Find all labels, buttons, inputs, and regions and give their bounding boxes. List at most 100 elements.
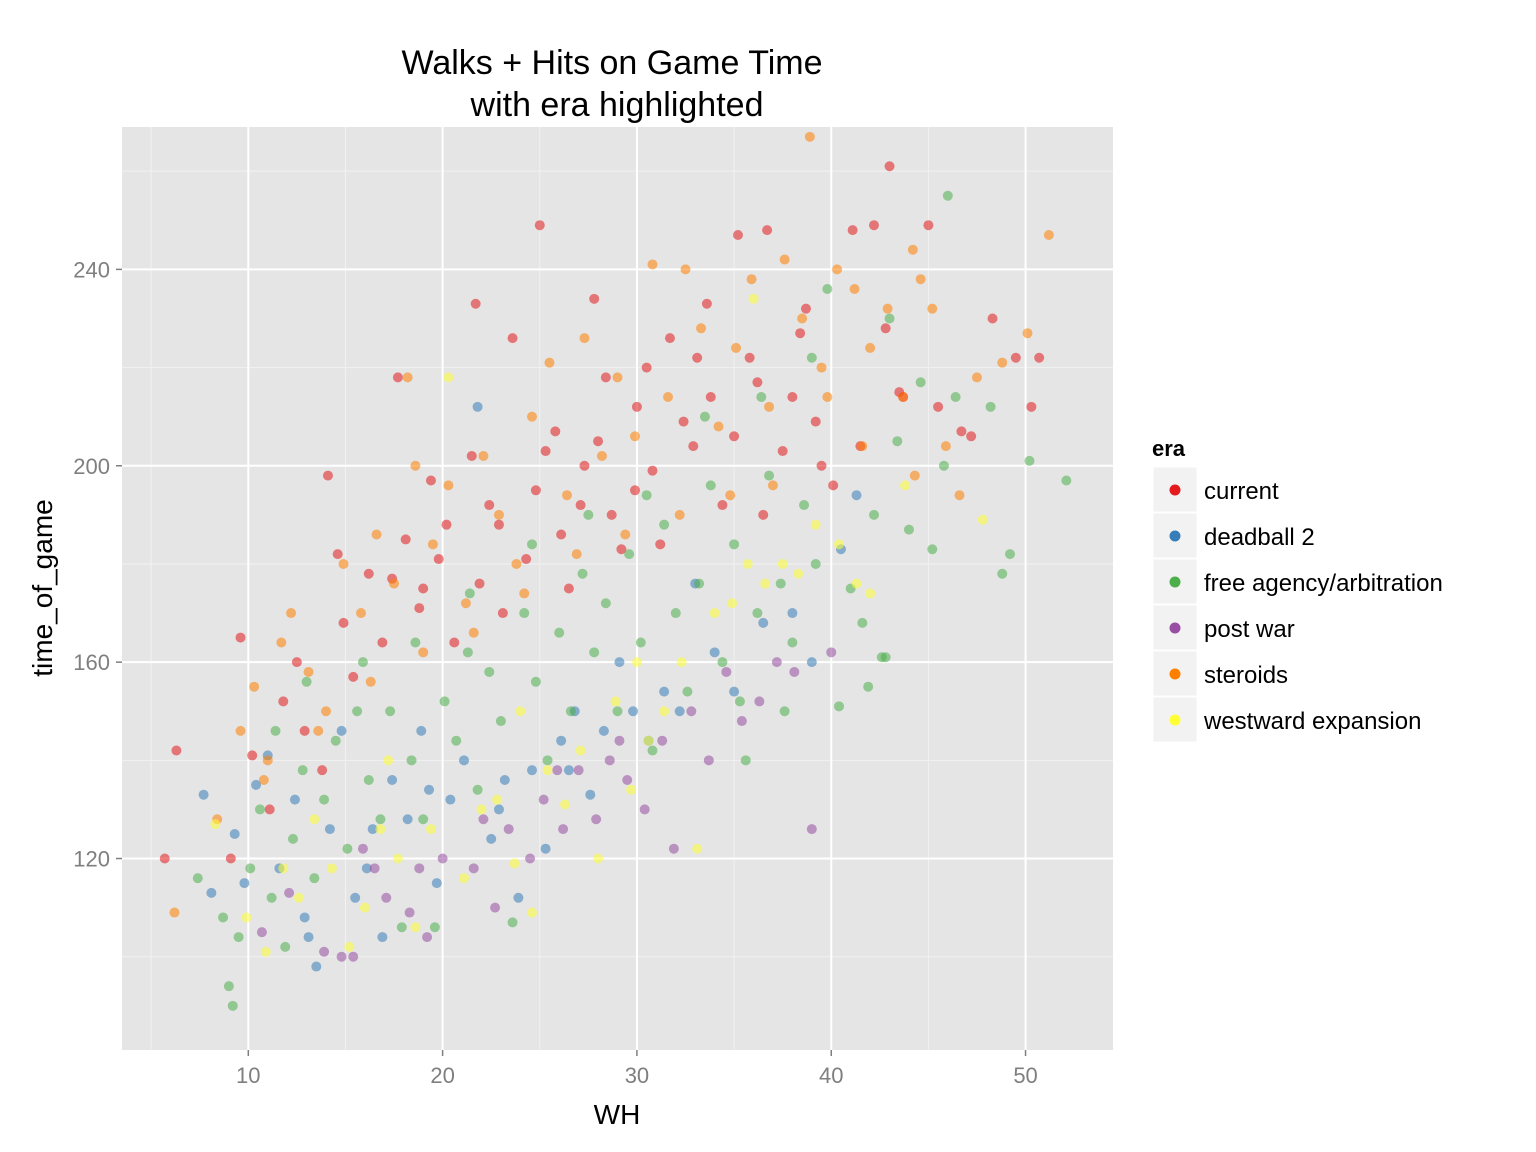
data-point	[363, 568, 374, 579]
data-point	[192, 873, 203, 884]
data-point	[882, 303, 893, 314]
data-point	[527, 765, 538, 776]
legend-item: steroids	[1152, 650, 1288, 697]
legend-label: steroids	[1204, 662, 1288, 689]
data-point	[676, 657, 687, 668]
data-point	[795, 328, 806, 339]
data-point	[367, 824, 378, 835]
data-point	[744, 352, 755, 363]
data-point	[402, 814, 413, 825]
data-point	[443, 480, 454, 491]
data-point	[321, 706, 332, 717]
data-point	[458, 873, 469, 884]
data-point	[591, 814, 602, 825]
legend-key-dot	[1169, 576, 1181, 588]
data-point	[342, 843, 353, 854]
data-point	[560, 799, 571, 810]
data-point	[629, 431, 640, 442]
data-point	[542, 765, 553, 776]
data-point	[338, 558, 349, 569]
data-point	[297, 765, 308, 776]
data-point	[571, 549, 582, 560]
data-point	[1005, 549, 1016, 560]
data-point	[303, 932, 314, 943]
data-point	[579, 333, 590, 344]
data-point	[260, 946, 271, 957]
data-point	[659, 706, 670, 717]
data-point	[270, 725, 281, 736]
data-point	[507, 917, 518, 928]
data-point	[585, 789, 596, 800]
data-point	[425, 824, 436, 835]
data-point	[392, 853, 403, 864]
data-point	[713, 421, 724, 432]
data-point	[758, 617, 769, 628]
data-point	[938, 460, 949, 471]
data-point	[789, 666, 800, 677]
data-point	[357, 657, 368, 668]
data-point	[680, 264, 691, 275]
data-point	[256, 927, 267, 938]
data-point	[348, 671, 359, 682]
data-point	[472, 784, 483, 795]
data-point	[525, 853, 536, 864]
data-point	[264, 804, 275, 815]
data-point	[731, 342, 742, 353]
data-point	[810, 558, 821, 569]
data-point	[787, 637, 798, 648]
data-point	[287, 833, 298, 844]
data-point	[492, 794, 503, 805]
data-point	[1034, 352, 1045, 363]
legend-item: deadball 2	[1152, 512, 1315, 559]
data-point	[900, 480, 911, 491]
data-point	[509, 858, 520, 869]
data-point	[668, 843, 679, 854]
data-point	[851, 578, 862, 589]
data-point	[474, 578, 485, 589]
data-point	[758, 509, 769, 520]
y-axis-title: time_of_game	[27, 499, 58, 676]
data-point	[810, 416, 821, 427]
data-point	[868, 220, 879, 231]
data-point	[764, 470, 775, 481]
series-post-war	[256, 647, 837, 962]
data-point	[614, 657, 625, 668]
data-point	[727, 598, 738, 609]
data-point	[359, 902, 370, 913]
data-point	[291, 657, 302, 668]
data-point	[575, 500, 586, 511]
y-axis-ticks: 120 160 200 240	[73, 257, 122, 872]
data-point	[610, 696, 621, 707]
data-point	[596, 450, 607, 461]
data-point	[717, 657, 728, 668]
data-point	[206, 887, 217, 898]
data-point	[705, 392, 716, 403]
data-point	[734, 696, 745, 707]
data-point	[832, 264, 843, 275]
data-point	[752, 608, 763, 619]
data-point	[927, 544, 938, 555]
data-point	[626, 784, 637, 795]
data-point	[344, 941, 355, 952]
data-point	[169, 907, 180, 918]
data-point	[903, 524, 914, 535]
data-point	[985, 401, 996, 412]
data-point	[565, 706, 576, 717]
data-point	[431, 878, 442, 889]
data-point	[233, 932, 244, 943]
data-point	[289, 794, 300, 805]
data-point	[940, 441, 951, 452]
data-point	[414, 603, 425, 614]
data-point	[433, 554, 444, 565]
data-point	[851, 490, 862, 501]
data-point	[493, 804, 504, 815]
data-point	[678, 416, 689, 427]
data-point	[286, 608, 297, 619]
data-point	[400, 534, 411, 545]
data-point	[787, 608, 798, 619]
series-westward-expansion	[210, 293, 988, 957]
data-point	[709, 608, 720, 619]
data-point	[406, 755, 417, 766]
data-point	[402, 372, 413, 383]
